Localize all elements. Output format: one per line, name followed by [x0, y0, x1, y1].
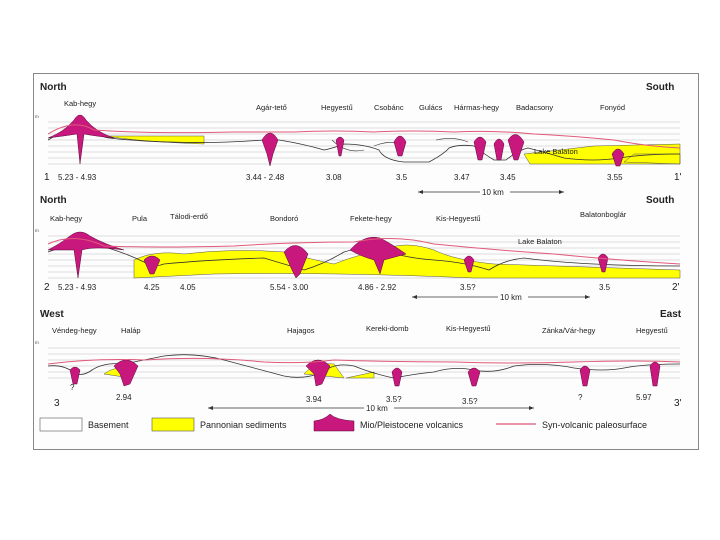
section-3-scale-label: 10 km — [366, 404, 388, 413]
legend-label-volcanics: Mio/Pleistocene volcanics — [360, 420, 464, 430]
section-3-place-hajagos: Hajagos — [287, 326, 315, 335]
section-1-place-gulacs: Gulács — [419, 103, 443, 112]
section-3-age-5: 3.5? — [462, 397, 478, 406]
section-2-lake-label: Lake Balaton — [518, 237, 562, 246]
section-3-place-halap: Haláp — [121, 326, 141, 335]
section-2-pannonian-sediments — [133, 244, 681, 279]
section-1-age-6: 3.45 — [500, 173, 516, 182]
section-1-basement-line — [47, 125, 681, 163]
legend-swatch-basement — [39, 417, 83, 432]
legend-item-pannonian: Pannonian sediments — [151, 417, 287, 432]
section-2-right-number: 2' — [672, 282, 680, 293]
geologic-cross-sections-figure: North South m — [33, 73, 699, 450]
section-1-place-harmas-hegy: Hármas-hegy — [454, 103, 499, 112]
section-2-vertical-scale: m — [35, 228, 39, 233]
section-1-place-hegyestu: Hegyestű — [321, 103, 353, 112]
section-1-volcanics — [47, 114, 625, 167]
legend-item-paleosurface: Syn-volcanic paleosurface — [496, 420, 647, 430]
section-2-left-number: 2 — [44, 282, 50, 293]
section-3-place-kis-hegyestu: Kis-Hegyestű — [446, 324, 491, 333]
section-1-age-3: 3.08 — [326, 173, 342, 182]
section-2-scale-label: 10 km — [500, 293, 522, 302]
section-2-left-direction: North — [40, 195, 67, 206]
section-3-grid — [48, 347, 680, 379]
legend-label-paleosurface: Syn-volcanic paleosurface — [542, 420, 647, 430]
section-3-vertical-scale: m — [35, 340, 39, 345]
section-3-scale-bar: 10 km — [208, 404, 534, 413]
section-2-paleosurface — [47, 237, 681, 265]
cross-sections-svg: North South m — [35, 82, 682, 432]
section-1-right-number: 1' — [674, 172, 682, 183]
section-3-paleosurface — [47, 357, 681, 365]
legend-label-pannonian: Pannonian sediments — [200, 420, 287, 430]
section-2-place-talodi-erdo: Tálodi-erdő — [170, 212, 208, 221]
section-3-age-1: ? — [70, 383, 75, 392]
legend-swatch-pannonian — [151, 417, 195, 432]
legend-swatch-volcanics — [313, 413, 355, 432]
section-3-age-2: 2.94 — [116, 393, 132, 402]
section-1-scale-bar: 10 km — [418, 187, 564, 197]
section-1-place-kab-hegy: Kab-hegy — [64, 99, 96, 108]
section-2-age-3: 4.05 — [180, 283, 196, 292]
section-3-age-6: ? — [578, 393, 583, 402]
section-3-age-7: 5.97 — [636, 393, 652, 402]
section-2-age-1: 5.23 - 4.93 — [58, 283, 97, 292]
section-1-age-7: 3.55 — [607, 173, 623, 182]
section-1: North South m — [35, 82, 682, 197]
section-2: North South m Kab-hegy Pula Tálodi-erdő — [35, 195, 681, 302]
section-3-place-vendeg-hegy: Véndeg-hegy — [52, 326, 97, 335]
legend: Basement Pannonian sediments Mio/Pleisto… — [39, 413, 647, 432]
section-2-age-7: 3.5 — [599, 283, 611, 292]
section-1-place-agar-teto: Agár-tető — [256, 103, 287, 112]
section-2-place-balatonboglar: Balatonboglár — [580, 210, 627, 219]
section-3-right-direction: East — [660, 309, 682, 320]
section-1-age-2: 3.44 - 2.48 — [246, 173, 285, 182]
section-3-left-number: 3 — [54, 398, 60, 409]
section-1-lake-label: Lake Balaton — [534, 147, 578, 156]
section-1-paleosurface — [47, 124, 681, 149]
section-1-place-csobanc: Csobánc — [374, 103, 404, 112]
section-2-right-direction: South — [646, 195, 674, 206]
section-3-age-3: 3.94 — [306, 395, 322, 404]
section-2-place-kab-hegy: Kab-hegy — [50, 214, 82, 223]
section-1-place-badacsony: Badacsony — [516, 103, 553, 112]
section-3-volcanics — [69, 359, 661, 387]
section-2-basement-line — [47, 243, 681, 271]
section-2-place-pula: Pula — [132, 214, 148, 223]
section-2-age-4: 5.54 - 3.00 — [270, 283, 309, 292]
section-3-left-direction: West — [40, 309, 64, 320]
section-1-right-direction: South — [646, 82, 674, 93]
section-1-left-direction: North — [40, 82, 67, 93]
section-3-basement-line — [47, 354, 681, 379]
section-2-place-bondoro: Bondoró — [270, 214, 298, 223]
section-3-place-zanka-var-hegy: Zánka/Vár-hegy — [542, 326, 596, 335]
section-1-vertical-scale: m — [35, 114, 39, 119]
section-2-age-6: 3.5? — [460, 283, 476, 292]
section-2-place-fekete-hegy: Fekete-hegy — [350, 214, 392, 223]
section-2-place-kis-hegyestu: Kis-Hegyestű — [436, 214, 481, 223]
section-3-place-kereki-domb: Kereki-domb — [366, 324, 409, 333]
section-3: West East m Véndeg-hegy Haláp Hajagos Ke… — [35, 309, 682, 413]
section-1-left-number: 1 — [44, 172, 50, 183]
section-3-age-4: 3.5? — [386, 395, 402, 404]
section-1-age-1: 5.23 - 4.93 — [58, 173, 97, 182]
section-1-scale-label: 10 km — [482, 188, 504, 197]
section-2-age-2: 4.25 — [144, 283, 160, 292]
section-1-age-5: 3.47 — [454, 173, 470, 182]
section-2-age-5: 4.86 - 2.92 — [358, 283, 397, 292]
legend-item-basement: Basement — [39, 417, 129, 432]
legend-item-volcanics: Mio/Pleistocene volcanics — [313, 413, 464, 432]
section-3-right-number: 3' — [674, 398, 682, 409]
section-3-place-hegyestu: Hegyestű — [636, 326, 668, 335]
legend-label-basement: Basement — [88, 420, 129, 430]
section-1-place-fonyod: Fonyód — [600, 103, 625, 112]
section-1-age-4: 3.5 — [396, 173, 408, 182]
section-2-scale-bar: 10 km — [412, 292, 590, 302]
section-2-volcanics — [47, 231, 609, 279]
